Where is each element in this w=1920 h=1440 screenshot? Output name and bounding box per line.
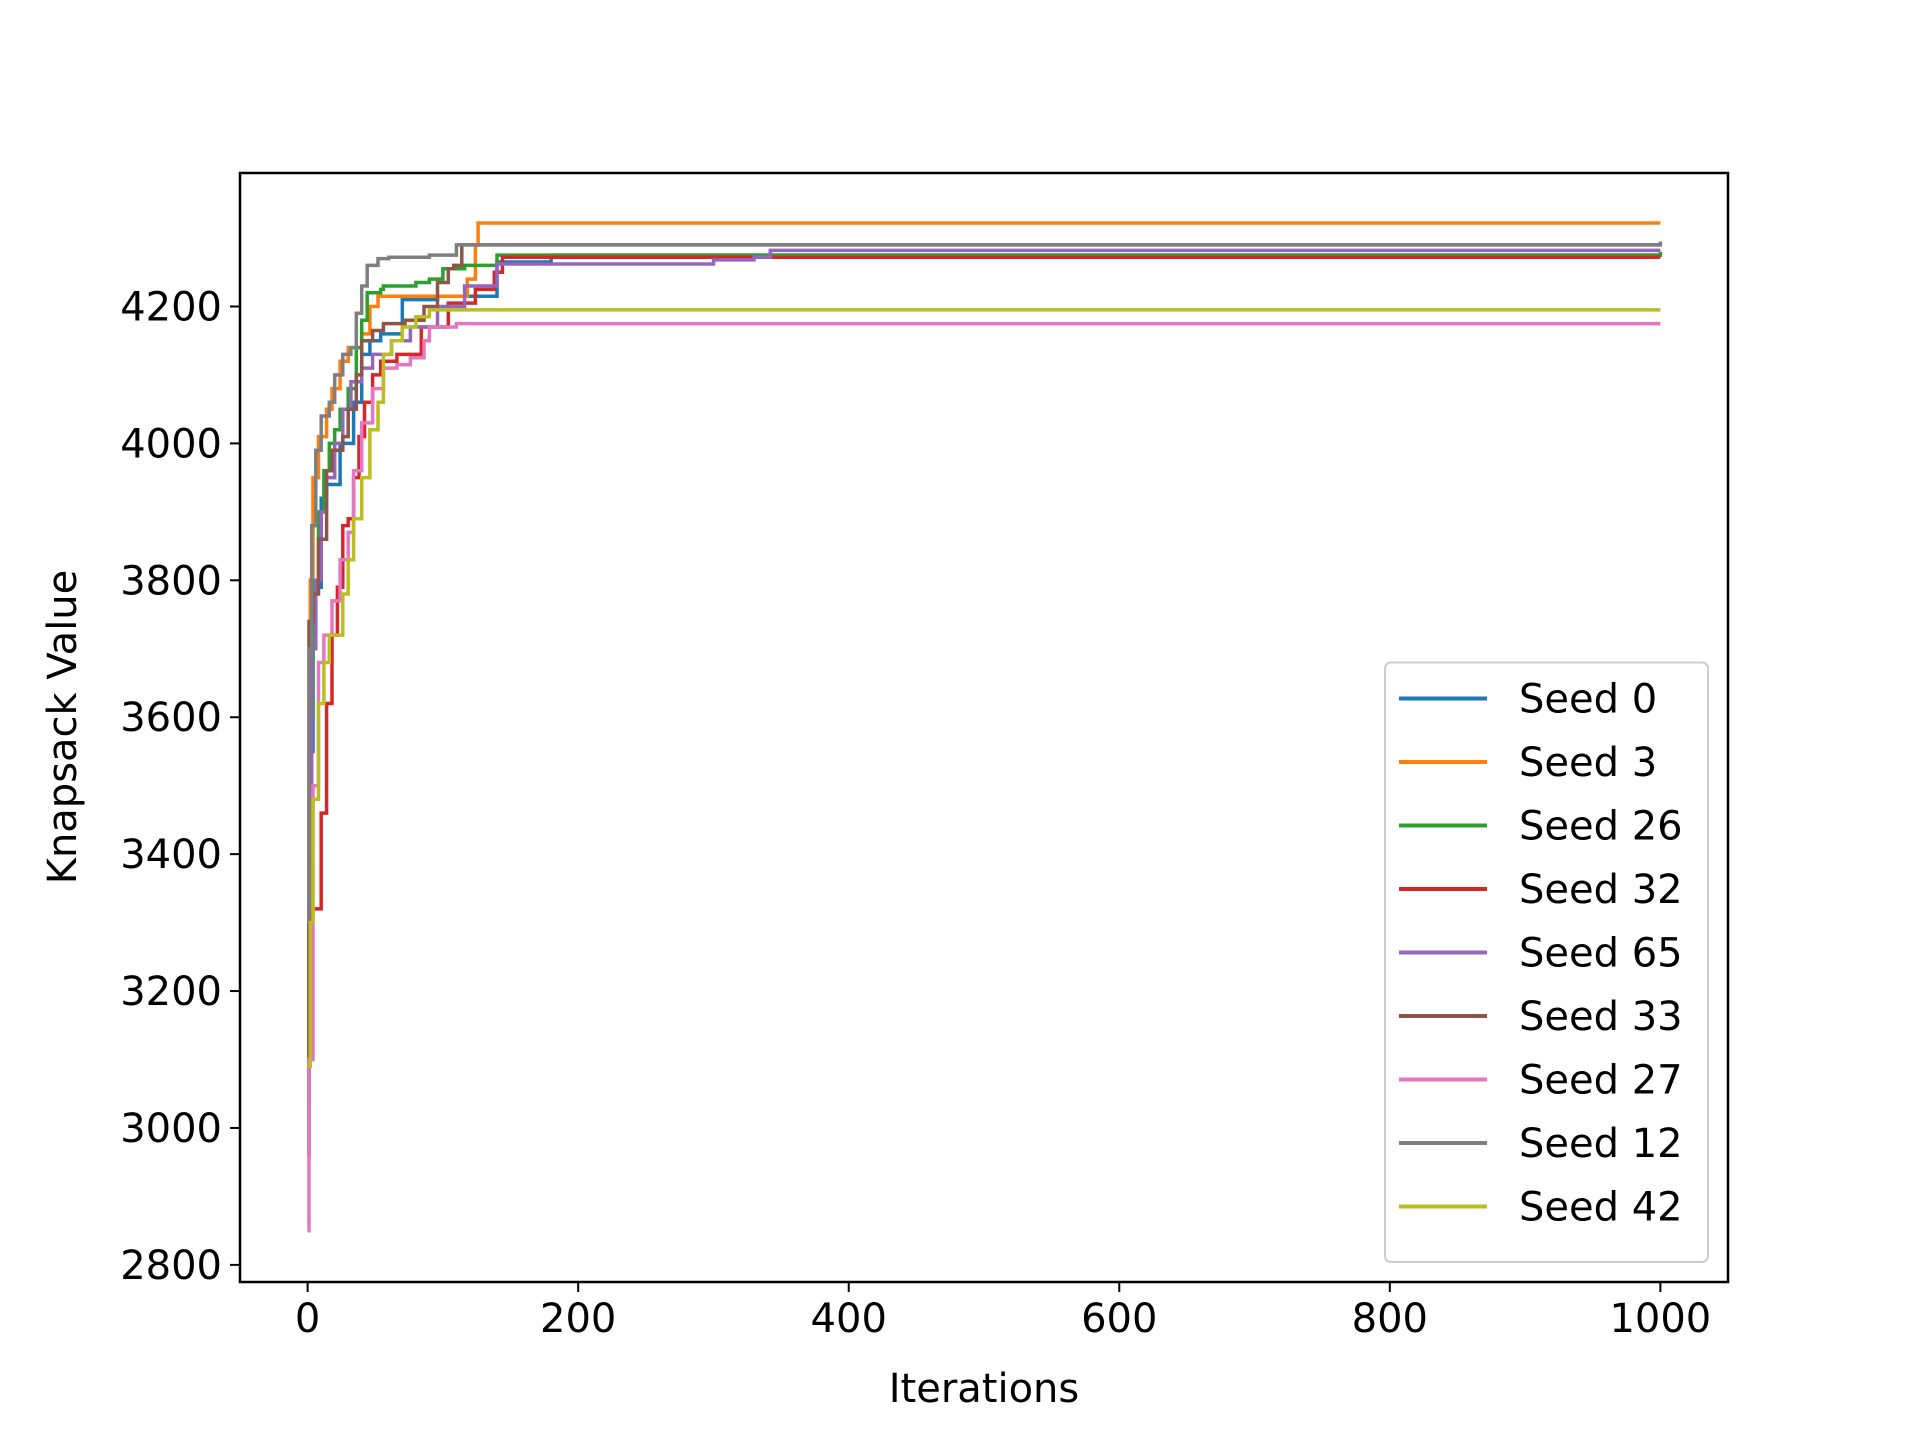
y-axis: 2800 3000 3200 3400 3600 3800 4000 4200 bbox=[120, 284, 240, 1289]
legend-box bbox=[1384, 661, 1709, 1263]
legend-label: Seed 42 bbox=[1519, 1185, 1683, 1231]
legend-label: Seed 26 bbox=[1519, 804, 1683, 850]
legend-label: Seed 65 bbox=[1519, 931, 1683, 977]
legend-label: Seed 12 bbox=[1519, 1121, 1683, 1167]
x-tick-label: 200 bbox=[540, 1296, 616, 1342]
series-line-5 bbox=[307, 243, 1661, 1062]
series-layer bbox=[307, 221, 1663, 1233]
plot-frame bbox=[238, 171, 1730, 1284]
series-line-7 bbox=[307, 241, 1663, 925]
legend-label: Seed 32 bbox=[1519, 867, 1683, 913]
x-tick-label: 0 bbox=[295, 1296, 320, 1342]
legend: Seed 0 Seed 3 Seed 26 Seed 32 Seed 65 Seed 33… bbox=[1384, 661, 1709, 1263]
legend-label: Seed 3 bbox=[1519, 740, 1657, 786]
y-tick-label: 3400 bbox=[120, 832, 222, 878]
legend-label: Seed 27 bbox=[1519, 1058, 1683, 1104]
series-line-8 bbox=[307, 308, 1661, 1069]
legend-label: Seed 33 bbox=[1519, 994, 1683, 1040]
series-line-3 bbox=[307, 255, 1661, 1062]
y-tick-label: 3800 bbox=[120, 558, 222, 604]
x-tick-label: 800 bbox=[1352, 1296, 1428, 1342]
legend-label: Seed 0 bbox=[1519, 677, 1657, 723]
x-tick-label: 600 bbox=[1081, 1296, 1157, 1342]
y-tick-label: 3200 bbox=[120, 969, 222, 1015]
y-tick-label: 4200 bbox=[120, 284, 222, 330]
x-tick-label: 1000 bbox=[1609, 1296, 1711, 1342]
y-tick-label: 2800 bbox=[120, 1243, 222, 1289]
x-axis-label: Iterations bbox=[889, 1366, 1080, 1412]
x-axis: 0 200 400 600 800 1000 bbox=[295, 1282, 1711, 1342]
x-tick-label: 400 bbox=[811, 1296, 887, 1342]
y-tick-label: 3600 bbox=[120, 695, 222, 741]
y-tick-label: 3000 bbox=[120, 1106, 222, 1152]
y-tick-label: 4000 bbox=[120, 421, 222, 467]
y-axis-label: Knapsack Value bbox=[40, 570, 86, 885]
series-line-4 bbox=[307, 248, 1661, 1130]
